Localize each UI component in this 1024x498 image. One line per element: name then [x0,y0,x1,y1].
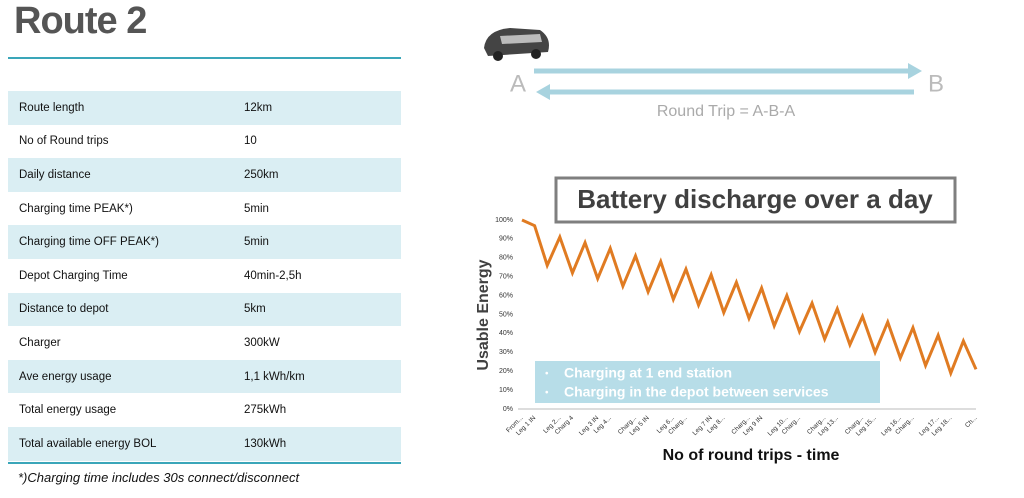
legend-note: Charging in the depot between services [564,384,829,400]
x-tick-label: Ch... [964,415,979,430]
y-tick-label: 80% [499,255,513,262]
y-tick-label: 20% [499,368,513,375]
y-axis-label: Usable Energy [475,259,492,370]
table-row: Charger 300kW [8,326,401,360]
table-row: Route length 12km [8,91,401,125]
table-cell: 5km [233,292,401,327]
table-row: Depot Charging Time 40min-2,5h [8,259,401,293]
line [521,218,978,378]
y-tick-label: 50% [499,311,513,318]
table-cell: Distance to depot [8,292,233,327]
y-tick-label: 90% [499,236,513,243]
y-tick-label: 10% [499,387,513,394]
y-tick-label: 30% [499,349,513,356]
table-cell: 5min [244,202,269,215]
table-cell: Route length [8,91,233,125]
table-cell: 275kWh [244,404,287,417]
table-cell: 10 [244,135,257,148]
legend-bullet: • [545,388,549,399]
table-cell: Total energy usage [19,404,117,417]
route-table: Route length 12km No of Round trips 10 Daily… [8,91,401,461]
table-cell: 12km [233,91,401,125]
table-cell: Ave energy usage [8,359,233,394]
diagram-caption: Round Trip = A-B-A [657,103,796,120]
y-tick-label: 70% [499,274,513,281]
rule [8,462,401,464]
point-b: B [928,70,944,97]
table-row: No of Round trips 10 [8,125,401,159]
table-row: Charging time OFF PEAK*) 5min [8,225,401,259]
table-row: Ave energy usage 1,1 kWh/km [8,359,401,394]
table-row: Charging time PEAK*) 5min [8,192,401,226]
table-row: Distance to depot 5km [8,292,401,327]
table-row: Total energy usage 275kWh [8,393,401,427]
legend-box [535,361,880,403]
table-cell: Charging time PEAK*) [19,202,133,215]
y-tick-label: 100% [495,217,513,224]
table-cell: 130kWh [233,426,401,461]
table-row: Daily distance 250km [8,158,401,192]
slide-title: Route 2 [14,0,147,42]
table-cell: 40min-2,5h [244,269,302,282]
legend-note: Charging at 1 end station [564,365,732,381]
rule [8,57,401,59]
point-a: A [510,70,526,97]
y-tick-label: 40% [499,330,513,337]
table-cell: 5min [233,225,401,259]
table-cell: 250km [233,158,401,192]
arrowhead [908,63,922,79]
table-row: Total available energy BOL 130kWh [8,426,401,461]
table-cell: 300kW [244,336,280,349]
table-cell: 1,1 kWh/km [233,359,401,394]
table-cell: Charger [19,336,61,349]
x-axis-label: No of round trips - time [663,447,840,464]
footnote: *)Charging time includes 30s connect/dis… [18,470,300,485]
y-tick-label: 0% [503,406,513,413]
chart-title: Battery discharge over a day [577,184,933,214]
bus-icon [484,28,549,61]
table-cell: Total available energy BOL [8,426,233,461]
y-tick-label: 60% [499,292,513,299]
table-cell: No of Round trips [19,135,109,148]
legend-bullet: • [545,369,549,380]
table-cell: Charging time OFF PEAK*) [8,225,233,259]
arrowhead [536,84,550,100]
table-cell: Daily distance [8,158,233,192]
title-box [554,176,957,224]
table-cell: Depot Charging Time [19,269,128,282]
